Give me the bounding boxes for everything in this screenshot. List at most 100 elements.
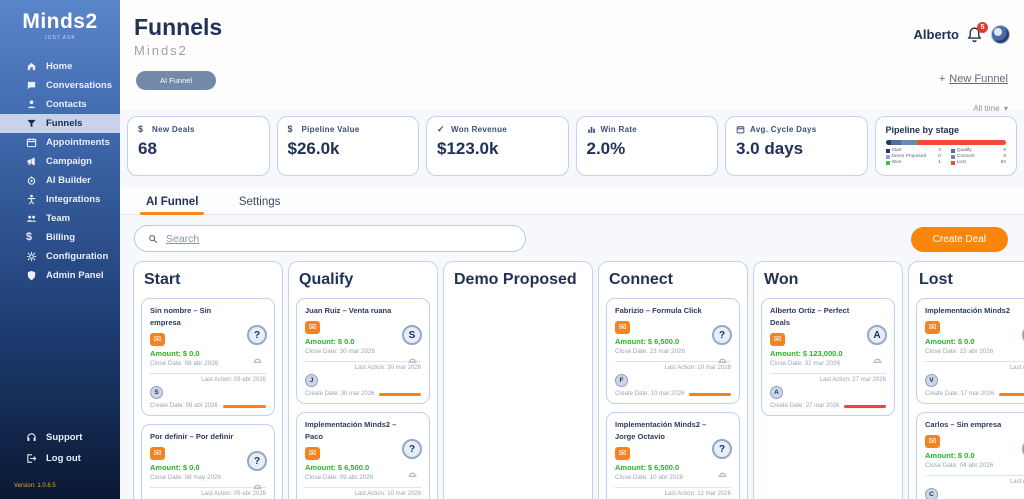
tab-settings[interactable]: Settings (238, 196, 281, 208)
deal-owner-avatar: ? (247, 451, 267, 471)
sidebar-item-ai-builder[interactable]: AI Builder (0, 171, 120, 190)
legend-value: 6 (1003, 148, 1006, 153)
close-date-label: Close Date: (305, 474, 338, 481)
sidebar-item-configuration[interactable]: Configuration (0, 247, 120, 266)
create-date-value: 10 mar 2026 (650, 391, 685, 397)
tab-ai-funnel[interactable]: AI Funnel (128, 188, 216, 215)
integration-icon (26, 194, 37, 205)
stat-card-header: Win Rate (587, 125, 708, 134)
sidebar-item-funnels[interactable]: Funnels (0, 114, 120, 133)
sidebar-item-label: Billing (46, 232, 76, 243)
legend-item-connect: Connect 8 (950, 154, 1006, 159)
deal-amount: Amount: $ 123,000.0 (770, 349, 886, 358)
last-action-value: 30 mar 2026 (387, 365, 421, 371)
deal-card[interactable]: Por definir – Por definir ✉ Amount: $ 0.0 C… (141, 424, 275, 499)
deal-card[interactable]: Alberto Ortiz – Perfect Deals ✉ Amount: $ … (761, 298, 895, 416)
close-date-value: 31 mar 2026 (804, 360, 841, 367)
legend-swatch (950, 160, 955, 165)
sidebar-item-appointments[interactable]: Appointments (0, 133, 120, 152)
sidebar-item-integrations[interactable]: Integrations (0, 190, 120, 209)
amount-label: Amount: (305, 337, 336, 346)
deal-create-row: Create Date: 09 abr 2026 (150, 403, 266, 409)
envelope-icon: ✉ (925, 321, 940, 334)
deal-close-date: Close Date: 08 abr 2026 (150, 360, 266, 367)
deal-contact-avatar: V (925, 374, 938, 387)
deal-card[interactable]: Carlos – Sin empresa ✉ Amount: $ 0.0 Close … (916, 412, 1024, 499)
deal-last-action: Last Action: (925, 479, 1024, 485)
new-funnel-link[interactable]: + New Funnel (938, 73, 1008, 85)
amount-value: $ 123,000.0 (802, 349, 843, 358)
amount-label: Amount: (925, 451, 956, 460)
create-date-label: Create Date: (925, 391, 960, 397)
page-header: Funnels Minds2 AI Funnel Alberto 5 + New … (120, 0, 1024, 113)
sidebar-item-conversations[interactable]: Conversations (0, 76, 120, 95)
column-connect: Connect Fabrizio – Formula Click ✉ Amount: … (598, 261, 748, 499)
sidebar-item-log-out[interactable]: Log out (0, 448, 120, 469)
sidebar-item-campaign[interactable]: Campaign (0, 152, 120, 171)
caret-down-icon: ▾ (1003, 104, 1008, 113)
create-deal-button[interactable]: Create Deal (910, 227, 1008, 252)
close-date-label: Close Date: (925, 348, 958, 355)
deal-contact-avatar: J (305, 374, 318, 387)
divider (615, 487, 731, 488)
deal-card[interactable]: Implementación Minds2 – Paco ✉ Amount: $ 6… (296, 412, 430, 499)
create-date-value: 27 mar 2026 (805, 403, 840, 409)
column-title: Connect (609, 271, 673, 288)
create-date-label: Create Date: (770, 403, 805, 409)
deal-card[interactable]: Implementación Minds2 ✉ Amount: $ 0.0 Close… (916, 298, 1024, 404)
chat-icon (26, 80, 37, 91)
ai-funnel-button[interactable]: AI Funnel (136, 71, 217, 90)
hat-icon (252, 478, 263, 489)
sidebar-item-admin-panel[interactable]: Admin Panel (0, 266, 120, 285)
sidebar-item-label: Log out (46, 453, 81, 464)
legend-label: Lost (956, 160, 966, 165)
sidebar-item-billing[interactable]: $ Billing (0, 228, 120, 247)
deal-close-date: Close Date: 15 abr 2026 (925, 348, 1024, 355)
deal-last-action: Last Action: (925, 365, 1024, 371)
column-qualify: Qualify Juan Ruiz – Venta ruana ✉ Amount: $… (288, 261, 438, 499)
close-date-value: 15 abr 2026 (959, 348, 994, 355)
sidebar-footer: Support Log out Version: 1.0.6.5 (0, 427, 120, 489)
notification-badge: 5 (977, 21, 988, 33)
legend-swatch (885, 148, 890, 153)
sidebar-item-team[interactable]: Team (0, 209, 120, 228)
deal-card[interactable]: Juan Ruiz – Venta ruana ✉ Amount: $ 0.0 Clo… (296, 298, 430, 404)
deal-close-date: Close Date: 04 abr 2026 (925, 462, 1024, 469)
funnel-icon (26, 118, 37, 129)
last-action-label: Last Action: (664, 491, 696, 497)
home-icon (26, 61, 37, 72)
sidebar-item-support[interactable]: Support (0, 427, 120, 448)
last-action-label: Last Action: (201, 377, 233, 383)
deal-contact-avatar: S (150, 386, 163, 399)
time-filter-dropdown[interactable]: All time ▾ (973, 104, 1008, 113)
amount-value: $ 6,500.0 (647, 463, 680, 472)
divider (305, 487, 421, 488)
user-avatar[interactable] (991, 25, 1010, 44)
deal-amount: Amount: $ 0.0 (150, 349, 266, 358)
close-date-value: 08 abr 2026 (184, 360, 219, 367)
plus-icon: + (938, 73, 946, 85)
stat-value: $123.0k (437, 139, 499, 158)
stat-value: $26.0k (287, 139, 340, 158)
notifications-bell-icon[interactable]: 5 (966, 21, 988, 44)
divider (615, 361, 731, 362)
legend-value: 8 (1003, 154, 1006, 159)
deal-card[interactable]: Fabrizio – Formula Click ✉ Amount: $ 6,500… (606, 298, 740, 404)
deal-card[interactable]: Sin nombre – Sin empresa ✉ Amount: $ 0.0 Cl… (141, 298, 275, 416)
hat-icon (872, 352, 883, 363)
stat-card-pipeline-value: $ Pipeline Value $26.0k (276, 116, 419, 176)
legend-item-start: Start 3 (885, 148, 941, 153)
last-action-value: 09 abr 2026 (233, 377, 266, 383)
create-date-value: 09 abr 2026 (185, 403, 218, 409)
envelope-icon: ✉ (925, 435, 940, 448)
sidebar-item-home[interactable]: Home (0, 57, 120, 76)
deal-title: Alberto Ortiz – Perfect Deals (770, 306, 850, 327)
search-input[interactable] (166, 232, 525, 245)
search-box (134, 225, 526, 252)
envelope-icon: ✉ (305, 321, 320, 334)
deal-create-date: Create Date: 09 abr 2026 (150, 403, 218, 409)
stat-card-header: $ Pipeline Value (288, 125, 409, 135)
team-icon (26, 213, 37, 224)
sidebar-item-contacts[interactable]: Contacts (0, 95, 120, 114)
deal-card[interactable]: Implementación Minds2 – Jorge Octavio ✉ Am… (606, 412, 740, 499)
